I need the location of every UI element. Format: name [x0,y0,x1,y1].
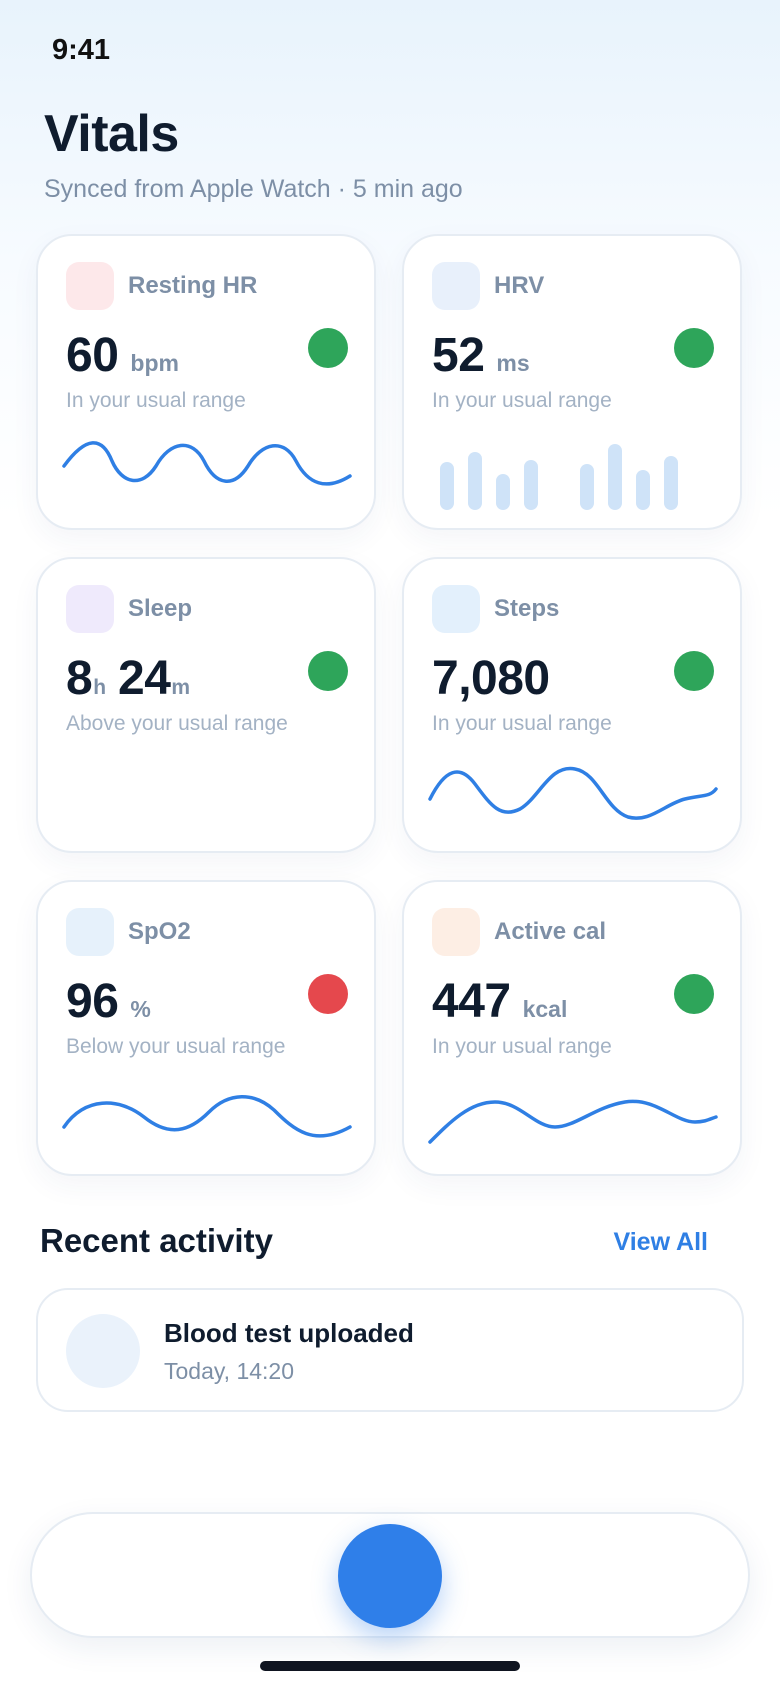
card-label: SpO2 [128,918,191,945]
flame-icon [432,908,480,956]
list-item[interactable]: Blood test uploaded Today, 14:20 [36,1288,744,1412]
hrv-bar [664,456,678,510]
hrv-bar [636,470,650,510]
card-unit: kcal [522,996,568,1022]
card-label: HRV [494,272,545,299]
hrv-bar [440,462,454,510]
oxygen-icon [66,908,114,956]
card-unit: % [130,996,151,1022]
card-label: Sleep [128,595,193,622]
hrv-bar [580,464,594,510]
status-indicator [674,974,714,1014]
sparkline [428,766,718,820]
hrv-icon [432,262,480,310]
card-note: Below your usual range [66,1035,286,1058]
sparkline [62,441,352,486]
vital-card-resting-hr[interactable]: Resting HR 60 bpm In your usual range [36,234,376,530]
sleep-minutes-unit: m [171,676,191,699]
steps-icon [432,585,480,633]
hrv-bar [496,474,510,510]
card-label: Active cal [494,918,607,945]
view-all-link[interactable]: View All [613,1228,708,1256]
card-note: In your usual range [432,712,612,735]
recent-activity-title: Recent activity [40,1222,273,1259]
vital-card-spo2[interactable]: SpO2 96 % Below your usual range [36,880,376,1176]
hrv-bar-chart [440,444,678,510]
page-title: Vitals [44,105,179,163]
card-value: 7,080 [432,652,550,705]
card-note: In your usual range [432,1035,612,1058]
activity-title: Blood test uploaded [164,1318,414,1348]
sleep-hours-unit: h [93,676,107,699]
sparkline [428,1099,718,1144]
page-subtitle: Synced from Apple Watch · 5 min ago [44,175,463,203]
card-value: 52 [432,329,485,382]
sleep-minutes-value: 24 [118,652,171,705]
status-indicator [308,328,348,368]
vital-card-hrv[interactable]: HRV 52 ms In your usual range [402,234,742,530]
activity-avatar [66,1314,140,1388]
card-label: Steps [494,595,560,622]
hrv-bar [524,460,538,510]
primary-action-button[interactable] [338,1524,442,1628]
status-indicator [308,974,348,1014]
card-note: In your usual range [432,389,612,412]
activity-time: Today, 14:20 [164,1358,295,1384]
card-note: Above your usual range [66,712,288,735]
vital-card-steps[interactable]: Steps 7,080 In your usual range [402,557,742,853]
card-value: 60 [66,329,119,382]
card-value: 447 [432,975,511,1028]
vital-card-active-cal[interactable]: Active cal 447 kcal In your usual range [402,880,742,1176]
card-note: In your usual range [66,389,246,412]
status-time: 9:41 [52,34,111,66]
hrv-bar [608,444,622,510]
heart-icon [66,262,114,310]
status-indicator [674,328,714,368]
hrv-bar [468,452,482,510]
card-unit: ms [496,350,530,376]
status-indicator [674,651,714,691]
sparkline [62,1095,352,1138]
card-value: 96 [66,975,119,1028]
vital-card-sleep[interactable]: Sleep 8 h 24 m Above your usual range [36,557,376,853]
card-unit: bpm [130,350,179,376]
home-indicator[interactable] [260,1661,520,1671]
sleep-hours-value: 8 [66,652,93,705]
card-label: Resting HR [128,272,258,299]
status-indicator [308,651,348,691]
moon-icon [66,585,114,633]
